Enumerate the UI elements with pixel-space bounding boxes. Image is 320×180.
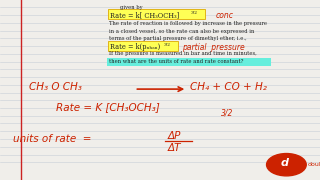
Text: d: d	[281, 158, 289, 168]
Text: in a closed vessel, so the rate can also be expressed in: in a closed vessel, so the rate can also…	[109, 29, 254, 34]
Circle shape	[267, 154, 306, 176]
Text: CH₃ O CH₃: CH₃ O CH₃	[29, 82, 82, 92]
FancyBboxPatch shape	[108, 9, 205, 19]
Text: CH₄ + CO + H₂: CH₄ + CO + H₂	[190, 82, 267, 92]
Text: ΔP: ΔP	[168, 131, 181, 141]
Text: 3/2: 3/2	[221, 108, 233, 117]
Text: If the pressure is measured in bar and time in minutes,: If the pressure is measured in bar and t…	[109, 51, 257, 56]
Text: conc: conc	[216, 11, 234, 20]
Text: ΔT: ΔT	[168, 143, 181, 153]
Text: terms of the partial pressure of dimethyl ether, i.e.,: terms of the partial pressure of dimethy…	[109, 36, 246, 41]
Text: Rate = K [CH₃OCH₃]: Rate = K [CH₃OCH₃]	[56, 102, 160, 112]
Text: The rate of reaction is followed by increase in the pressure: The rate of reaction is followed by incr…	[109, 21, 267, 26]
Text: doubtnut: doubtnut	[307, 162, 320, 167]
Text: partial  pressure: partial pressure	[182, 43, 245, 52]
Text: given by: given by	[120, 4, 143, 10]
FancyBboxPatch shape	[108, 41, 178, 51]
Text: then what are the units of rate and rate constant?: then what are the units of rate and rate…	[109, 59, 243, 64]
Text: 3/2: 3/2	[163, 43, 170, 47]
Text: units of rate  =: units of rate =	[13, 134, 91, 144]
Text: 3/2: 3/2	[190, 11, 197, 15]
Text: Rate = k(pₙₕₐₙ): Rate = k(pₙₕₐₙ)	[110, 43, 161, 51]
Text: Rate = k[ CH₃OCH₃]: Rate = k[ CH₃OCH₃]	[110, 11, 180, 19]
FancyBboxPatch shape	[107, 58, 271, 66]
